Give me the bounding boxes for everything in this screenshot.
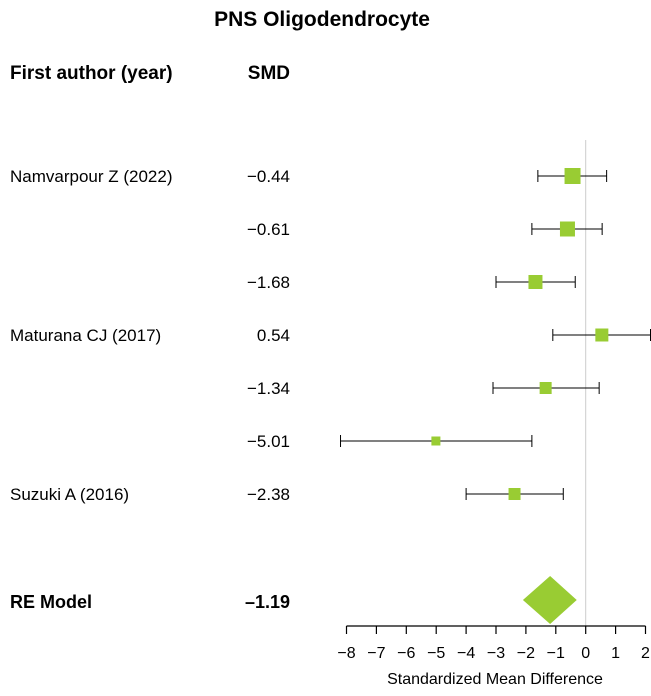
study-row: −5.01	[247, 432, 533, 451]
x-tick-label: −2	[517, 645, 535, 662]
x-tick-label: −6	[397, 645, 415, 662]
study-smd-label: 0.54	[257, 326, 290, 345]
effect-marker	[564, 168, 581, 184]
study-author: Namvarpour Z (2022)	[10, 167, 173, 186]
effect-marker	[528, 275, 543, 289]
header-smd: SMD	[248, 63, 290, 84]
study-rows: Namvarpour Z (2022) −0.44 −0.61 −1.68 Matura…	[10, 167, 651, 504]
study-smd-label: −1.34	[247, 379, 290, 398]
x-axis: −8 −7 −6 −5 −4 −3 −2 −1 0 1 2	[337, 625, 650, 662]
summary-diamond	[522, 576, 577, 624]
x-tick-label: −4	[457, 645, 475, 662]
chart-title: PNS Oligodendrocyte	[214, 8, 430, 31]
study-smd-label: −1.68	[247, 273, 290, 292]
x-tick-label: 2	[641, 645, 650, 662]
study-author: Maturana CJ (2017)	[10, 326, 161, 345]
summary-label: RE Model	[10, 592, 92, 612]
study-row: Suzuki A (2016) −2.38	[10, 485, 564, 504]
x-tick-label: −5	[427, 645, 445, 662]
study-smd-label: −2.38	[247, 485, 290, 504]
study-smd-label: −5.01	[247, 432, 290, 451]
study-smd-label: −0.61	[247, 220, 290, 239]
study-row: Namvarpour Z (2022) −0.44	[10, 167, 608, 186]
x-tick-label: 0	[581, 645, 590, 662]
effect-marker	[539, 382, 552, 394]
effect-marker	[595, 328, 609, 342]
effect-marker	[431, 436, 441, 446]
study-author: Suzuki A (2016)	[10, 485, 129, 504]
x-axis-label: Standardized Mean Difference	[387, 671, 603, 688]
x-tick-label: −7	[367, 645, 385, 662]
x-tick-label: −1	[547, 645, 565, 662]
study-row: −1.68	[247, 273, 576, 292]
header-study: First author (year)	[10, 63, 173, 84]
effect-marker	[508, 488, 521, 500]
x-tick-label: 1	[611, 645, 620, 662]
summary-smd-label: –1.19	[245, 592, 290, 612]
study-row: Maturana CJ (2017) 0.54	[10, 326, 651, 345]
x-tick-label: −8	[337, 645, 355, 662]
study-row: −1.34	[247, 379, 600, 398]
study-row: −0.61	[247, 220, 603, 239]
effect-marker	[559, 221, 575, 237]
x-tick-label: −3	[487, 645, 505, 662]
study-smd-label: −0.44	[247, 167, 290, 186]
